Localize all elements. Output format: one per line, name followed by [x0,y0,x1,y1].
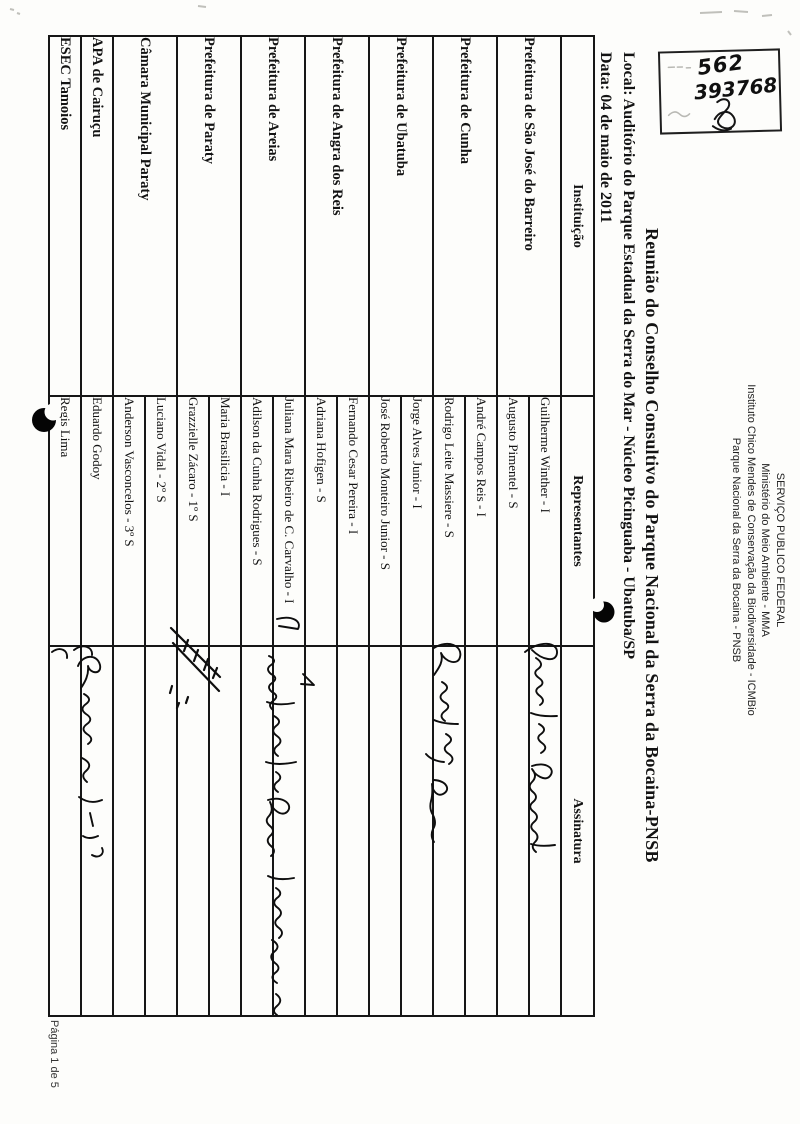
stamp-faint-marks [667,66,692,118]
signature-guilherme [524,642,558,853]
signature-mark-adriana [300,673,315,686]
signature-juliana [265,616,300,1016]
signature-marks-paraty [168,626,222,710]
stamp-flourish-mark [667,66,736,132]
signature-rodrigo [425,643,462,843]
signature-eduardo [73,645,104,858]
registry-stamp: 562 393768 [657,48,783,135]
signature-mark-esec [51,648,68,659]
